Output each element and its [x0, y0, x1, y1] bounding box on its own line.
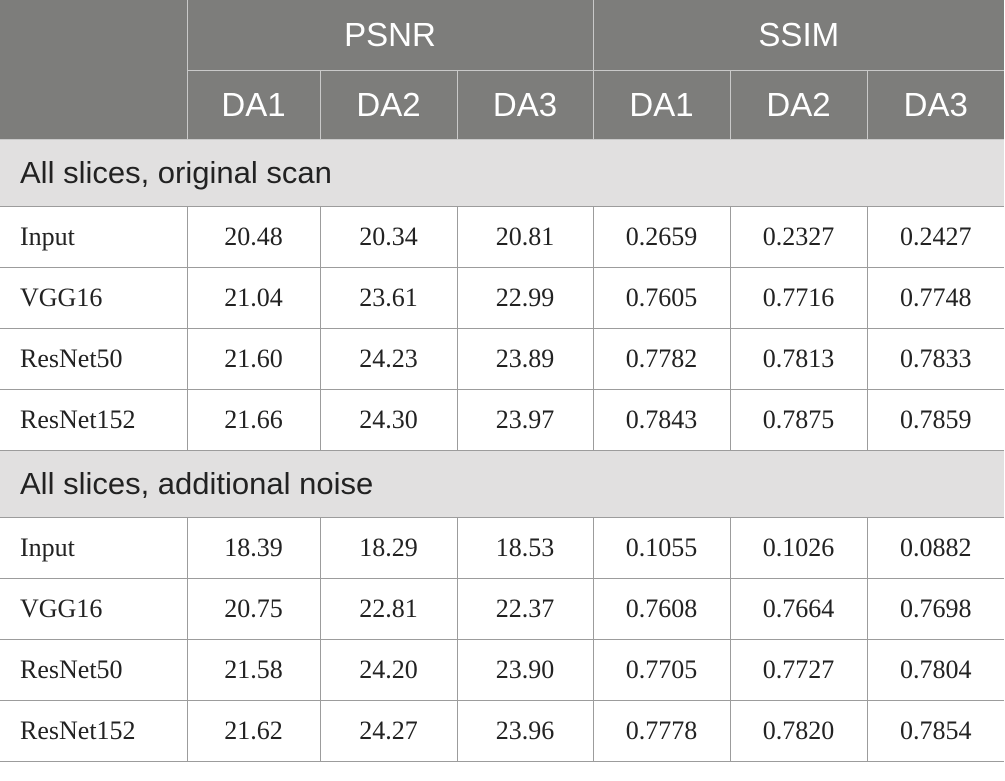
value-cell: 0.7748 — [866, 267, 1005, 329]
row-label: ResNet152 — [0, 389, 188, 451]
value-cell: 0.7727 — [729, 639, 868, 701]
value-cell: 0.7782 — [592, 328, 731, 390]
ssim-header: SSIM — [592, 0, 1005, 71]
value-cell: 22.99 — [456, 267, 594, 329]
value-cell: 0.7778 — [592, 700, 731, 762]
value-cell: 23.61 — [319, 267, 458, 329]
corner-header-cell — [0, 0, 188, 140]
sub-header-psnr-da3: DA3 — [456, 70, 594, 140]
value-cell: 24.23 — [319, 328, 458, 390]
value-cell: 0.7843 — [592, 389, 731, 451]
value-cell: 21.60 — [186, 328, 321, 390]
table-header: PSNR SSIM DA1 DA2 DA3 DA1 DA2 DA3 — [0, 0, 1005, 140]
value-cell: 0.7664 — [729, 578, 868, 640]
value-cell: 0.2327 — [729, 206, 868, 268]
value-cell: 21.62 — [186, 700, 321, 762]
sub-header-ssim-da1: DA1 — [592, 70, 731, 140]
row-label: ResNet152 — [0, 700, 188, 762]
value-cell: 0.7716 — [729, 267, 868, 329]
value-cell: 0.7820 — [729, 700, 868, 762]
value-cell: 23.97 — [456, 389, 594, 451]
value-cell: 0.7705 — [592, 639, 731, 701]
row-label: VGG16 — [0, 578, 188, 640]
value-cell: 20.34 — [319, 206, 458, 268]
value-cell: 23.96 — [456, 700, 594, 762]
row-label: VGG16 — [0, 267, 188, 329]
row-label: Input — [0, 206, 188, 268]
table-row: VGG16 20.75 22.81 22.37 0.7608 0.7664 0.7698 — [0, 578, 1005, 640]
value-cell: 0.7875 — [729, 389, 868, 451]
section-header-row: All slices, additional noise — [0, 450, 1005, 518]
value-cell: 20.81 — [456, 206, 594, 268]
value-cell: 24.20 — [319, 639, 458, 701]
table-body: All slices, original scan Input 20.48 20.34… — [0, 139, 1005, 762]
value-cell: 0.7605 — [592, 267, 731, 329]
value-cell: 18.29 — [319, 517, 458, 579]
table-row: Input 20.48 20.34 20.81 0.2659 0.2327 0.2427 — [0, 206, 1005, 268]
value-cell: 23.90 — [456, 639, 594, 701]
value-cell: 0.7859 — [866, 389, 1005, 451]
sub-header-psnr-da2: DA2 — [319, 70, 458, 140]
results-table: PSNR SSIM DA1 DA2 DA3 DA1 DA2 DA3 All sl… — [0, 0, 1005, 762]
section-title: All slices, original scan — [0, 139, 1005, 207]
value-cell: 0.1026 — [729, 517, 868, 579]
row-label: ResNet50 — [0, 328, 188, 390]
value-cell: 0.7698 — [866, 578, 1005, 640]
value-cell: 22.37 — [456, 578, 594, 640]
value-cell: 18.39 — [186, 517, 321, 579]
table-row: ResNet152 21.62 24.27 23.96 0.7778 0.7820 0.78… — [0, 700, 1005, 762]
value-cell: 24.30 — [319, 389, 458, 451]
value-cell: 0.1055 — [592, 517, 731, 579]
sub-header-ssim-da2: DA2 — [729, 70, 868, 140]
sub-header-psnr-da1: DA1 — [186, 70, 321, 140]
value-cell: 20.48 — [186, 206, 321, 268]
section-header-row: All slices, original scan — [0, 139, 1005, 207]
value-cell: 0.2427 — [866, 206, 1005, 268]
value-cell: 0.7608 — [592, 578, 731, 640]
table-row: ResNet152 21.66 24.30 23.97 0.7843 0.7875 0.78… — [0, 389, 1005, 451]
value-cell: 24.27 — [319, 700, 458, 762]
table-row: Input 18.39 18.29 18.53 0.1055 0.1026 0.0882 — [0, 517, 1005, 579]
sub-header-ssim-da3: DA3 — [866, 70, 1005, 140]
value-cell: 18.53 — [456, 517, 594, 579]
value-cell: 0.2659 — [592, 206, 731, 268]
value-cell: 20.75 — [186, 578, 321, 640]
value-cell: 0.7804 — [866, 639, 1005, 701]
value-cell: 0.7833 — [866, 328, 1005, 390]
table-row: ResNet50 21.60 24.23 23.89 0.7782 0.7813 0.783… — [0, 328, 1005, 390]
psnr-header: PSNR — [186, 0, 594, 71]
value-cell: 23.89 — [456, 328, 594, 390]
value-cell: 22.81 — [319, 578, 458, 640]
value-cell: 0.7854 — [866, 700, 1005, 762]
section-title: All slices, additional noise — [0, 450, 1005, 518]
value-cell: 21.66 — [186, 389, 321, 451]
value-cell: 21.58 — [186, 639, 321, 701]
value-cell: 0.7813 — [729, 328, 868, 390]
value-cell: 21.04 — [186, 267, 321, 329]
value-cell: 0.0882 — [866, 517, 1005, 579]
row-label: Input — [0, 517, 188, 579]
row-label: ResNet50 — [0, 639, 188, 701]
table-row: VGG16 21.04 23.61 22.99 0.7605 0.7716 0.7748 — [0, 267, 1005, 329]
table-row: ResNet50 21.58 24.20 23.90 0.7705 0.7727 0.780… — [0, 639, 1005, 701]
